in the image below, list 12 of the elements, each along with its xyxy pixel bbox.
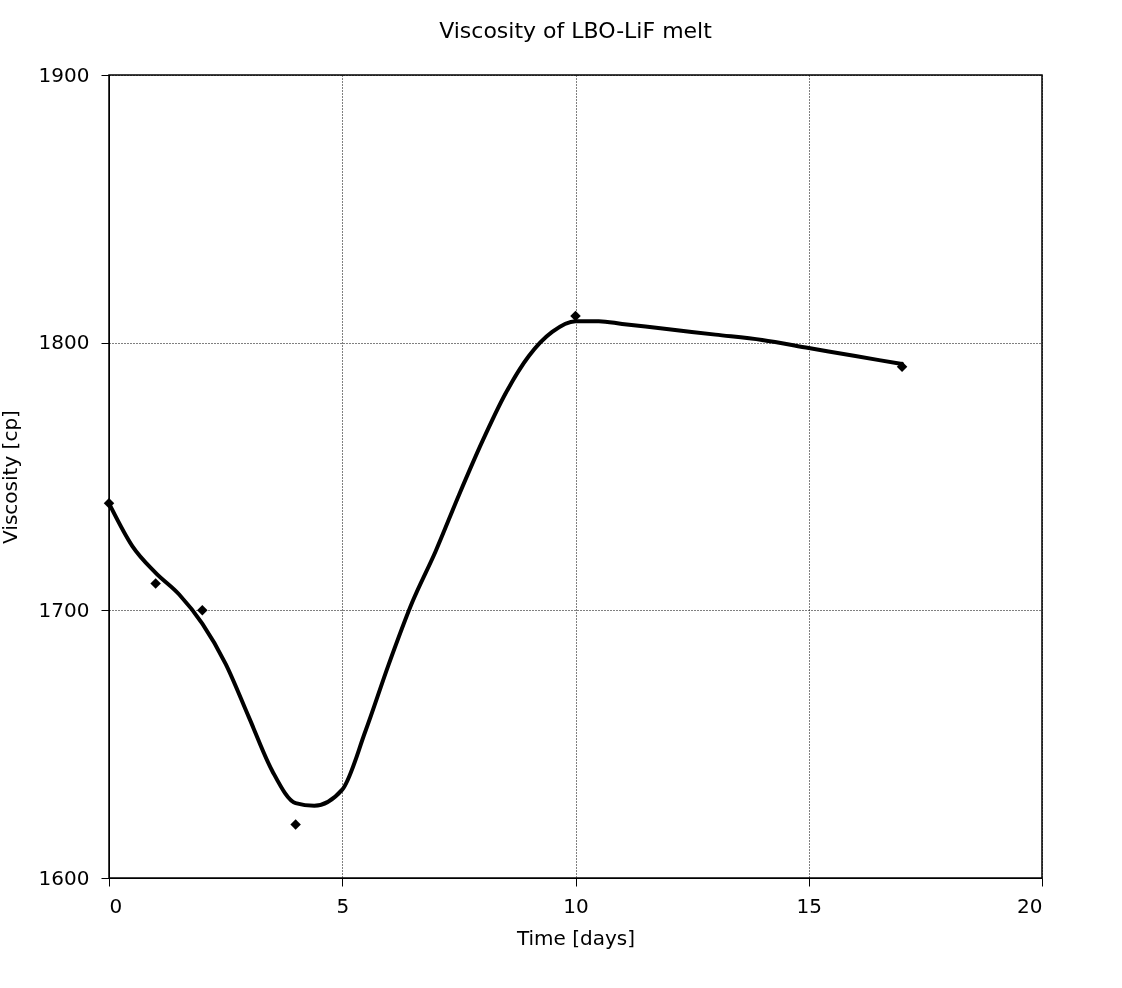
- y-tick-label: 1600: [38, 865, 90, 890]
- x-axis-title: Time [days]: [515, 925, 636, 950]
- y-tick-label: 1900: [38, 62, 90, 87]
- y-axis-title: Viscosity [cp]: [0, 410, 22, 544]
- x-tick-label: 10: [563, 893, 589, 918]
- y-tick-label: 1800: [38, 330, 90, 355]
- x-tick-label: 0: [109, 893, 123, 918]
- chart-title: Viscosity of LBO-LiF melt: [439, 18, 713, 43]
- x-tick-label: 5: [336, 893, 350, 918]
- x-tick-label: 20: [1017, 893, 1043, 918]
- y-tick-label: 1700: [38, 597, 90, 622]
- x-tick-label: 15: [796, 893, 822, 918]
